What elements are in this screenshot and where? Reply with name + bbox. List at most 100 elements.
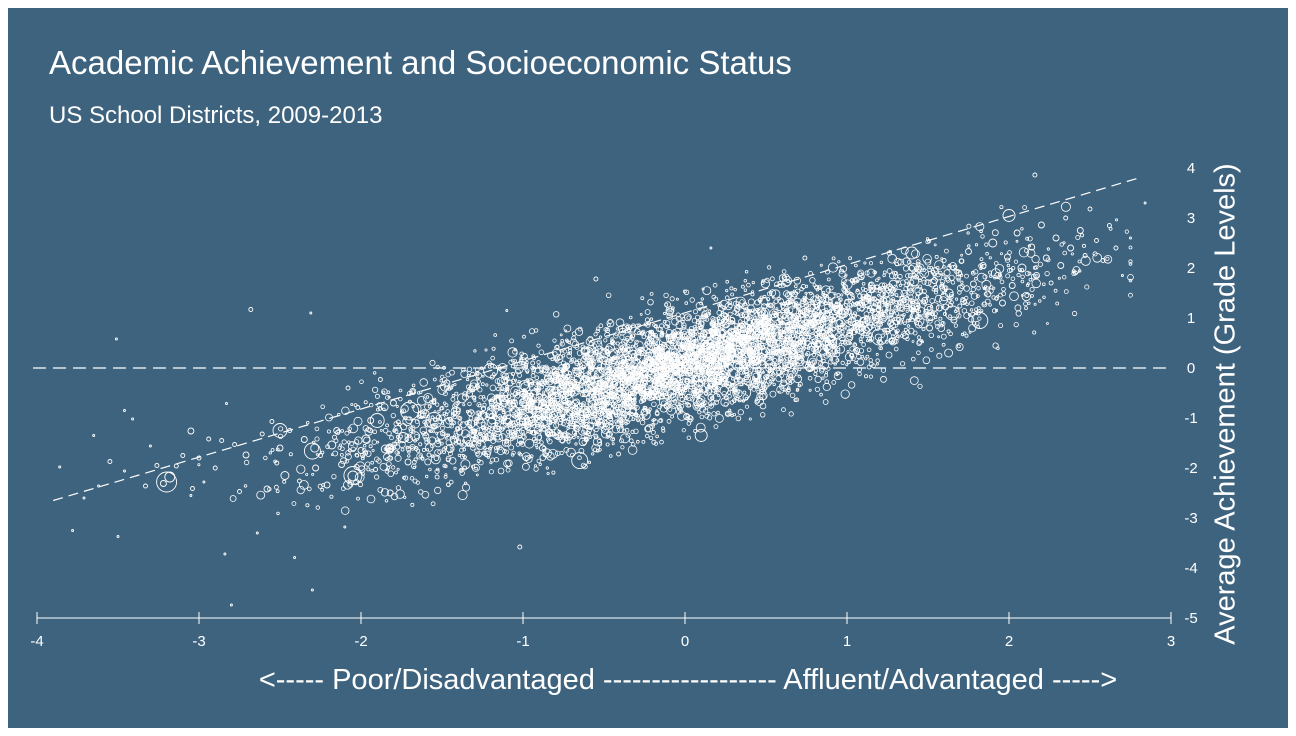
district-point — [642, 405, 647, 410]
district-point — [578, 447, 585, 454]
district-point — [484, 348, 488, 352]
district-point — [453, 466, 457, 470]
district-point — [789, 392, 796, 399]
district-point — [922, 268, 926, 272]
district-point — [979, 257, 984, 262]
district-point — [872, 319, 879, 326]
district-point — [1060, 201, 1071, 212]
district-point — [953, 323, 959, 328]
district-point — [647, 299, 654, 306]
district-point — [715, 387, 720, 392]
district-point — [879, 260, 884, 265]
district-point — [756, 389, 761, 394]
district-point — [476, 439, 482, 444]
district-point — [967, 244, 971, 248]
district-point — [1024, 270, 1031, 277]
district-point — [582, 393, 586, 398]
district-point — [707, 309, 711, 313]
district-point — [865, 354, 870, 359]
district-point — [419, 378, 428, 387]
district-point — [1084, 284, 1090, 290]
district-point — [670, 344, 676, 350]
district-point — [928, 332, 934, 338]
district-point — [880, 375, 887, 383]
district-point — [1004, 257, 1011, 263]
district-point — [462, 403, 466, 407]
district-point — [491, 408, 497, 414]
district-point — [559, 450, 564, 456]
district-point — [882, 298, 888, 304]
district-point — [599, 375, 603, 379]
district-point — [1046, 322, 1049, 325]
district-point — [822, 399, 829, 405]
district-point — [1026, 282, 1030, 286]
district-point — [314, 426, 320, 432]
district-point — [840, 389, 850, 399]
district-point — [439, 441, 444, 446]
district-point — [863, 261, 867, 265]
district-point — [558, 415, 562, 420]
district-point — [825, 371, 829, 375]
district-point — [681, 428, 686, 433]
district-point — [1032, 330, 1037, 335]
district-point — [557, 429, 562, 434]
district-point — [442, 450, 447, 455]
district-point — [767, 303, 771, 308]
district-point — [976, 286, 981, 291]
district-point — [750, 308, 755, 313]
district-point — [725, 279, 729, 284]
district-point — [460, 459, 471, 470]
district-point — [523, 379, 530, 386]
district-point — [760, 380, 766, 386]
district-point — [897, 258, 905, 266]
district-point — [447, 451, 453, 457]
district-point — [1022, 205, 1027, 210]
district-point — [587, 460, 592, 464]
district-point — [394, 429, 399, 434]
district-point — [384, 443, 395, 454]
district-point — [695, 422, 706, 433]
district-point — [931, 288, 935, 292]
district-point — [1031, 278, 1041, 289]
district-point — [545, 417, 549, 421]
district-point — [648, 384, 652, 388]
district-point — [998, 292, 1003, 298]
district-point — [659, 439, 664, 445]
district-point — [846, 329, 854, 337]
district-point — [405, 435, 414, 443]
district-point — [340, 486, 346, 492]
district-point — [559, 333, 563, 337]
district-point — [744, 270, 749, 274]
district-point — [828, 297, 832, 301]
district-cloud — [197, 201, 1134, 516]
district-point — [557, 374, 563, 380]
district-point — [539, 423, 544, 428]
district-point — [917, 309, 922, 313]
district-point — [373, 371, 377, 375]
district-point — [534, 464, 538, 468]
district-point — [939, 279, 946, 285]
district-point — [534, 397, 541, 403]
district-point — [760, 279, 771, 289]
district-point — [1105, 256, 1110, 261]
district-point — [1031, 255, 1040, 264]
district-point — [825, 288, 831, 293]
district-point — [506, 414, 511, 419]
district-point — [451, 393, 456, 398]
district-point — [667, 309, 671, 313]
district-point — [915, 272, 924, 281]
district-point — [812, 283, 817, 288]
district-point — [705, 366, 716, 377]
district-point — [371, 386, 379, 393]
district-point — [941, 342, 946, 347]
district-point — [593, 332, 598, 337]
district-point — [634, 343, 638, 348]
district-point — [382, 427, 389, 434]
district-point — [470, 445, 476, 451]
district-point — [390, 492, 399, 501]
district-point — [769, 363, 777, 370]
district-point — [929, 266, 933, 270]
district-point — [893, 346, 899, 352]
district-point — [817, 302, 821, 306]
